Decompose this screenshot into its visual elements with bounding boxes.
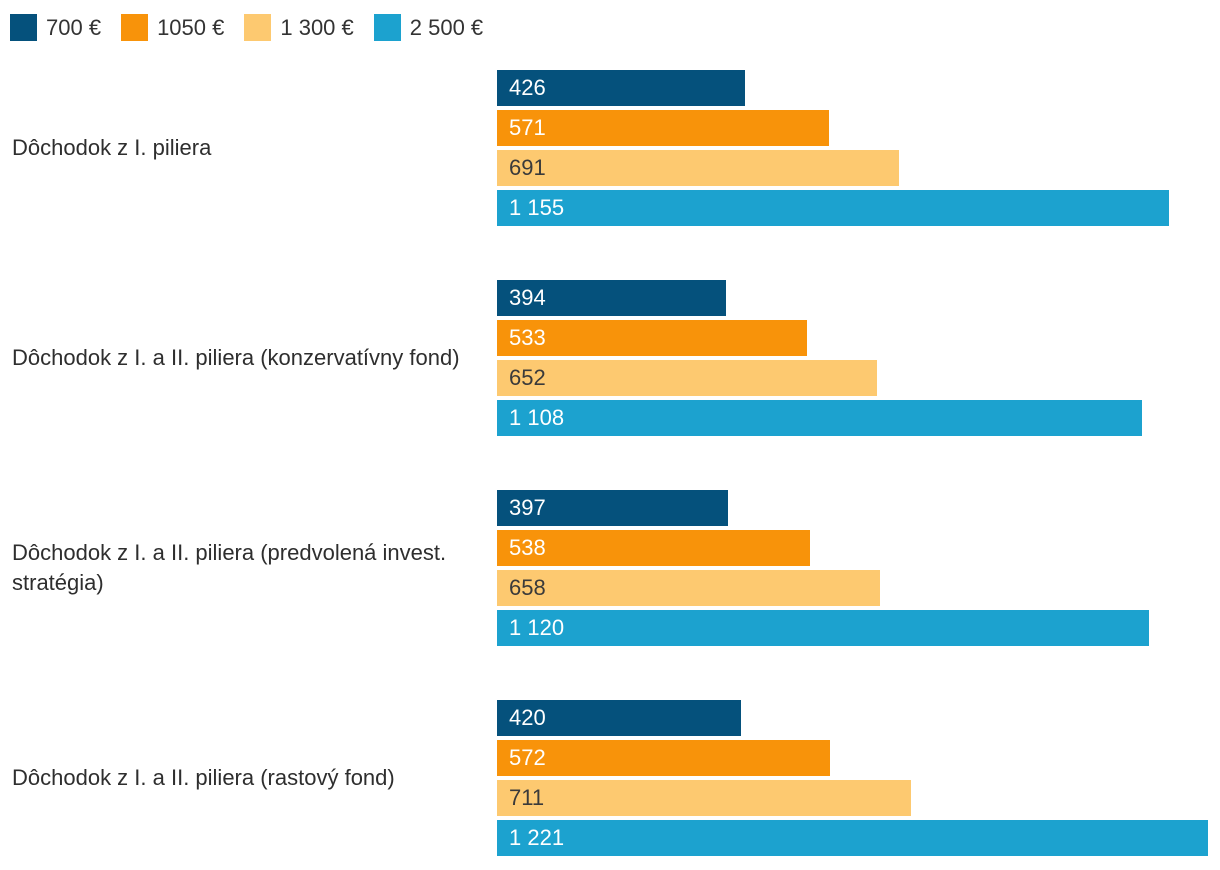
bar: 691: [497, 150, 899, 186]
legend-item: 2 500 €: [373, 14, 484, 41]
legend-label: 1050 €: [157, 14, 225, 40]
bar-value-label: 426: [509, 75, 546, 100]
bar-value-label: 1 120: [509, 615, 565, 640]
bar-value-label: 420: [509, 705, 546, 730]
bar-stack: 394 533 652 1 108: [497, 280, 1142, 440]
bar-value-label: 652: [509, 365, 546, 390]
legend-label: 2 500 €: [409, 14, 484, 40]
legend-label: 1 300 €: [280, 14, 354, 40]
legend-swatch-icon: [373, 14, 401, 41]
bar: 426: [497, 70, 745, 106]
bar-group: Dôchodok z I. piliera 426 571 691 1 155: [0, 70, 1220, 226]
bar-value-label: 394: [509, 285, 546, 310]
legend-item: 1050 €: [121, 14, 224, 41]
bar: 394: [497, 280, 726, 316]
bar-group: Dôchodok z I. a II. piliera (konzervatív…: [0, 280, 1220, 436]
category-label: Dôchodok z I. a II. piliera (rastový fon…: [12, 765, 395, 790]
bar-stack: 426 571 691 1 155: [497, 70, 1169, 230]
legend-item: 1 300 €: [244, 14, 354, 41]
bar-value-label: 572: [509, 745, 546, 770]
legend-item: 700 €: [10, 14, 101, 41]
bar-value-label: 571: [509, 115, 546, 140]
bar-value-label: 691: [509, 155, 546, 180]
bar-value-label: 1 221: [509, 825, 565, 850]
bar-value-label: 533: [509, 325, 546, 350]
legend-swatch-icon: [10, 14, 37, 41]
bar: 652: [497, 360, 877, 396]
bar-value-label: 397: [509, 495, 546, 520]
bar: 397: [497, 490, 728, 526]
bar-group: Dôchodok z I. a II. piliera (predvolená …: [0, 490, 1220, 646]
bar-group: Dôchodok z I. a II. piliera (rastový fon…: [0, 700, 1220, 856]
bar: 533: [497, 320, 807, 356]
bar-value-label: 538: [509, 535, 546, 560]
category-label: Dôchodok z I. a II. piliera (konzervatív…: [12, 345, 460, 370]
bar-stack: 397 538 658 1 120: [497, 490, 1149, 650]
bar: 420: [497, 700, 741, 736]
bar-value-label: 711: [509, 785, 545, 810]
bar: 1 221: [497, 820, 1208, 856]
bar: 1 108: [497, 400, 1142, 436]
legend-label: 700 €: [46, 14, 102, 40]
bar: 1 155: [497, 190, 1169, 226]
category-label: Dôchodok z I. a II. piliera (predvolená …: [12, 540, 447, 595]
bar: 572: [497, 740, 830, 776]
bar: 571: [497, 110, 829, 146]
legend: 700 € 1050 € 1 300 € 2 500 €: [10, 14, 483, 41]
bar-value-label: 658: [509, 575, 546, 600]
legend-swatch-icon: [121, 14, 149, 41]
bar-value-label: 1 155: [509, 195, 565, 220]
bar-stack: 420 572 711 1 221: [497, 700, 1208, 860]
bar: 1 120: [497, 610, 1149, 646]
bar: 711: [497, 780, 911, 816]
bar-value-label: 1 108: [509, 405, 565, 430]
bar: 538: [497, 530, 810, 566]
legend-swatch-icon: [244, 14, 272, 41]
category-label: Dôchodok z I. piliera: [12, 135, 212, 160]
bar: 658: [497, 570, 880, 606]
